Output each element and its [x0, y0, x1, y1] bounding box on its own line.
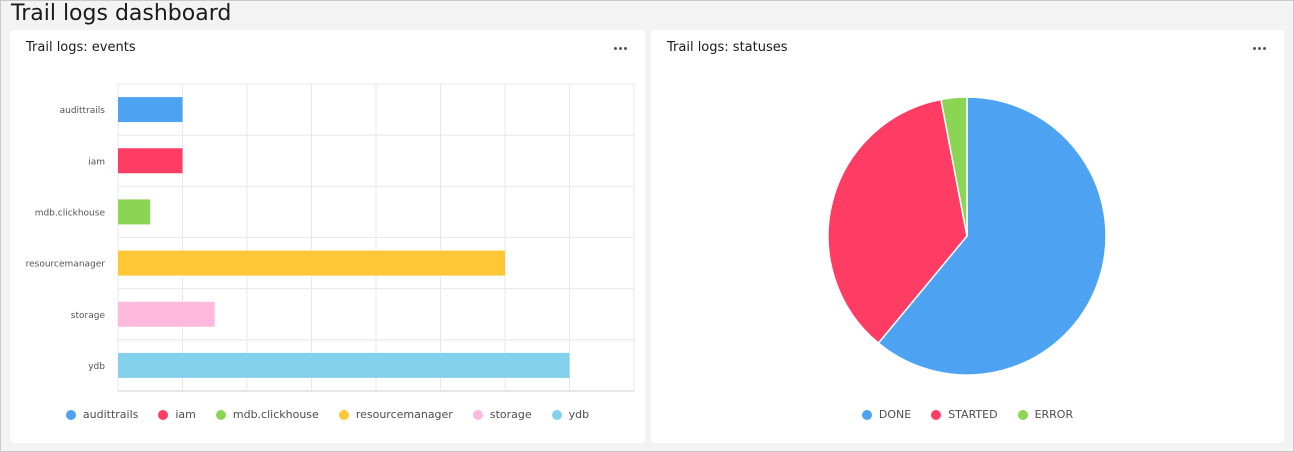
bar-mdb-clickhouse[interactable] — [118, 199, 151, 225]
y-tick-label: audittrails — [60, 106, 106, 116]
dashboard-title: Trail logs dashboard — [11, 1, 232, 26]
legend-label: STARTED — [948, 408, 998, 421]
legend-dot-icon — [931, 409, 942, 420]
pie-slice-done[interactable] — [877, 96, 1107, 376]
events-bar-chart: 0246810121416audittrailsiammdb.clickhous… — [26, 83, 635, 392]
pie-slice-error[interactable] — [940, 96, 968, 237]
legend-item-started[interactable]: STARTED — [931, 408, 998, 421]
legend-item-ydb[interactable]: ydb — [551, 408, 590, 421]
events-widget: Trail logs: events 0246810121416audittra… — [10, 30, 645, 443]
legend-label: resourcemanager — [355, 408, 453, 421]
legend-item-audittrails[interactable]: audittrails — [65, 408, 139, 421]
statuses-more-icon[interactable] — [1248, 40, 1270, 56]
statuses-pie-chart — [827, 96, 1107, 376]
legend-item-done[interactable]: DONE — [861, 408, 912, 421]
legend-label: ERROR — [1034, 408, 1074, 421]
legend-dot-icon — [861, 409, 872, 420]
pie-slice-started[interactable] — [827, 98, 968, 345]
statuses-widget: Trail logs: statuses DONE STARTED ERROR — [651, 30, 1284, 443]
events-legend: audittrails iam mdb.clickhouse resourcemana… — [10, 408, 645, 421]
legend-label: mdb.clickhouse — [232, 408, 319, 421]
y-tick-label: iam — [88, 157, 105, 167]
statuses-widget-title: Trail logs: statuses — [667, 40, 788, 55]
legend-label: audittrails — [82, 408, 139, 421]
legend-item-resourcemanager[interactable]: resourcemanager — [338, 408, 453, 421]
events-more-icon[interactable] — [609, 40, 631, 56]
y-tick-label: resourcemanager — [26, 260, 106, 270]
y-tick-label: ydb — [88, 362, 105, 372]
legend-label: ydb — [568, 408, 590, 421]
bar-storage[interactable] — [118, 301, 215, 327]
legend-label: DONE — [878, 408, 912, 421]
y-tick-label: mdb.clickhouse — [35, 208, 106, 218]
legend-dot-icon — [338, 409, 349, 420]
legend-label: iam — [175, 408, 196, 421]
legend-dot-icon — [158, 409, 169, 420]
legend-dot-icon — [472, 409, 483, 420]
y-tick-label: storage — [71, 311, 106, 321]
legend-label: storage — [489, 408, 532, 421]
bar-iam[interactable] — [118, 148, 183, 174]
legend-item-storage[interactable]: storage — [472, 408, 532, 421]
legend-item-mdb-clickhouse[interactable]: mdb.clickhouse — [215, 408, 319, 421]
legend-dot-icon — [215, 409, 226, 420]
bar-resourcemanager[interactable] — [118, 250, 505, 276]
legend-dot-icon — [65, 409, 76, 420]
bar-audittrails[interactable] — [118, 97, 183, 123]
statuses-legend: DONE STARTED ERROR — [651, 408, 1284, 421]
legend-item-iam[interactable]: iam — [158, 408, 196, 421]
legend-dot-icon — [1017, 409, 1028, 420]
legend-item-error[interactable]: ERROR — [1017, 408, 1074, 421]
bar-ydb[interactable] — [118, 352, 570, 378]
legend-dot-icon — [551, 409, 562, 420]
events-widget-title: Trail logs: events — [26, 40, 136, 55]
